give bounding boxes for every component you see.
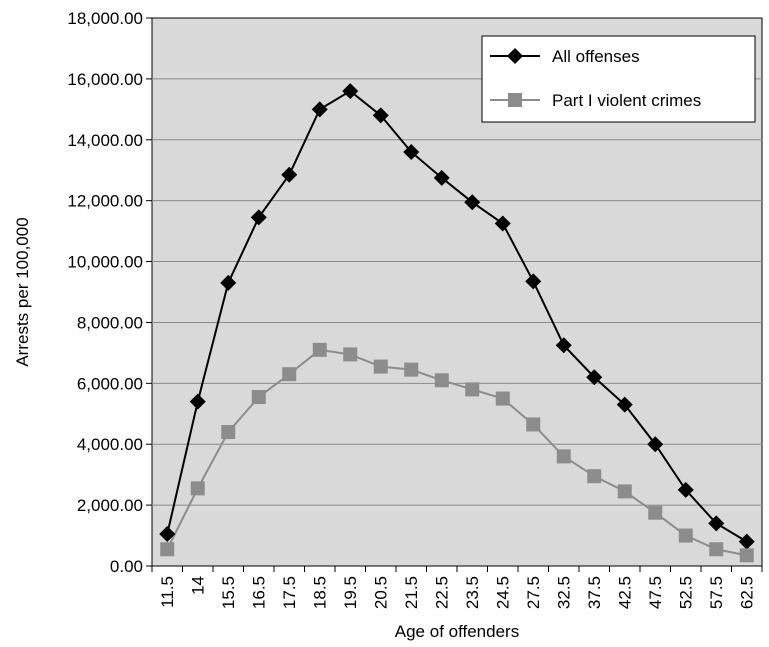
x-tick-label: 37.5 [585, 576, 604, 609]
data-point [648, 505, 663, 520]
x-tick-label: 42.5 [615, 576, 634, 609]
data-point [709, 542, 724, 557]
data-point [677, 481, 694, 498]
y-tick-label: 16,000.00 [67, 70, 143, 89]
data-point [739, 548, 754, 563]
data-point [587, 469, 602, 484]
x-tick-label: 23.5 [463, 576, 482, 609]
data-point [433, 169, 450, 186]
x-tick-label: 16.5 [249, 576, 268, 609]
data-point [404, 362, 419, 377]
x-tick-label: 52.5 [676, 576, 695, 609]
x-tick-label: 57.5 [707, 576, 726, 609]
x-axis-title: Age of offenders [395, 622, 519, 641]
y-tick-label: 12,000.00 [67, 192, 143, 211]
data-point [494, 215, 511, 232]
x-tick-label: 17.5 [280, 576, 299, 609]
data-point [465, 382, 480, 397]
data-point [220, 274, 237, 291]
x-tick-label: 14 [188, 576, 207, 595]
x-tick-label: 18.5 [310, 576, 329, 609]
data-point [616, 396, 633, 413]
data-point [464, 194, 481, 211]
y-axis-ticks: 0.00 2,000.00 4,000.00 6,000.00 8,000.00 10,0… [67, 9, 152, 576]
y-tick-label: 10,000.00 [67, 253, 143, 272]
data-point [189, 393, 206, 410]
legend: All offenses Part I violent crimes [481, 35, 756, 123]
x-tick-label: 47.5 [646, 576, 665, 609]
data-point [586, 369, 603, 386]
legend-label-violent-crimes: Part I violent crimes [552, 91, 701, 110]
legend-box [481, 35, 756, 123]
x-tick-label: 27.5 [524, 576, 543, 609]
data-point [525, 273, 542, 290]
x-tick-label: 19.5 [341, 576, 360, 609]
data-point [617, 484, 632, 499]
data-point [556, 449, 571, 464]
x-tick-label: 62.5 [737, 576, 756, 609]
data-point [281, 166, 298, 183]
data-point [221, 425, 236, 440]
x-tick-label: 15.5 [219, 576, 238, 609]
legend-label-all-offenses: All offenses [552, 47, 640, 66]
data-point [342, 83, 359, 100]
data-point [647, 436, 664, 453]
x-tick-label: 11.5 [158, 576, 177, 608]
x-tick-label: 22.5 [432, 576, 451, 609]
y-tick-label: 8,000.00 [77, 313, 143, 332]
x-tick-label: 32.5 [554, 576, 573, 609]
data-point [678, 528, 693, 543]
data-point [372, 107, 389, 124]
data-point [250, 209, 267, 226]
data-point [282, 367, 297, 382]
data-point [190, 481, 205, 496]
data-point [312, 342, 327, 357]
series-markers [159, 83, 755, 563]
data-point [434, 373, 449, 388]
data-point [373, 359, 388, 374]
x-tick-label: 24.5 [493, 576, 512, 609]
y-tick-label: 14,000.00 [67, 131, 143, 150]
y-tick-label: 4,000.00 [77, 435, 143, 454]
data-point [738, 533, 755, 550]
y-axis-title: Arrests per 100,000 [13, 217, 32, 366]
data-point [159, 526, 176, 543]
y-tick-label: 6,000.00 [77, 374, 143, 393]
y-tick-label: 0.00 [110, 557, 143, 576]
data-point [160, 542, 175, 557]
data-point [708, 515, 725, 532]
data-point [343, 347, 358, 362]
data-point [311, 101, 328, 118]
legend-marker-all-offenses [507, 48, 523, 64]
data-point [526, 417, 541, 432]
x-axis-ticks: 11.5 14 15.5 16.5 17.5 18.5 19.5 20.5 21.5 22.5 23… [151, 566, 763, 609]
x-tick-label: 21.5 [402, 576, 421, 609]
data-point [495, 391, 510, 406]
series-line [166, 89, 748, 543]
x-tick-label: 20.5 [371, 576, 390, 609]
data-point [251, 390, 266, 405]
data-point [555, 337, 572, 354]
legend-marker-violent-crimes [508, 93, 522, 107]
y-tick-label: 18,000.00 [67, 9, 143, 28]
y-tick-label: 2,000.00 [77, 496, 143, 515]
data-point [403, 143, 420, 160]
